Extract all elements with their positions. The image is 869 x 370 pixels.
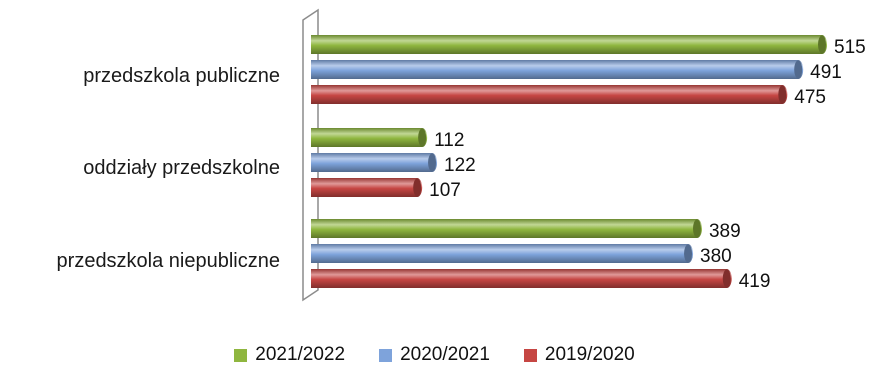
bar-end-cap xyxy=(722,269,731,288)
legend-label: 2020/2021 xyxy=(400,344,490,365)
bar-end-cap xyxy=(692,219,701,238)
bar xyxy=(311,128,428,147)
legend-swatch-2021-2022 xyxy=(234,348,248,362)
bar-end-cap xyxy=(413,178,422,197)
legend-label: 2021/2022 xyxy=(255,344,346,365)
category-label: przedszkola niepubliczne xyxy=(57,250,280,272)
data-label: 112 xyxy=(434,130,464,151)
data-label: 380 xyxy=(700,246,732,267)
bar xyxy=(311,269,732,288)
bar xyxy=(311,60,804,79)
bar xyxy=(311,85,788,104)
bar xyxy=(311,244,694,263)
data-label: 122 xyxy=(444,155,476,176)
bar xyxy=(311,153,438,172)
data-label: 491 xyxy=(810,62,842,83)
category-label: przedszkola publiczne xyxy=(83,65,280,87)
bar-end-cap xyxy=(428,153,437,172)
bar-end-cap xyxy=(778,85,787,104)
legend-label: 2019/2020 xyxy=(544,344,635,365)
legend-swatch-2020-2021 xyxy=(379,348,393,362)
legend-item-2019-2020: 2019/2020 xyxy=(523,344,635,366)
legend-swatch-2019-2020 xyxy=(523,348,537,362)
legend: 2021/2022 2020/2021 2019/2020 xyxy=(0,344,869,366)
legend-item-2021-2022: 2021/2022 xyxy=(234,344,345,366)
bar-chart: przedszkola publiczne oddziały przedszkol… xyxy=(57,8,866,302)
bar-end-cap xyxy=(818,35,826,54)
bar xyxy=(311,178,423,197)
data-label: 389 xyxy=(709,221,741,242)
bar-end-cap xyxy=(684,244,693,263)
category-label: oddziały przedszkolne xyxy=(83,157,280,179)
bar xyxy=(311,219,702,238)
data-label: 515 xyxy=(834,37,866,58)
bar-end-cap xyxy=(794,60,803,79)
data-label: 107 xyxy=(429,180,461,201)
bar xyxy=(311,35,828,55)
data-label: 419 xyxy=(739,271,771,292)
legend-item-2020-2021: 2020/2021 xyxy=(379,344,490,366)
bar-end-cap xyxy=(418,128,427,147)
data-label: 475 xyxy=(794,87,826,108)
